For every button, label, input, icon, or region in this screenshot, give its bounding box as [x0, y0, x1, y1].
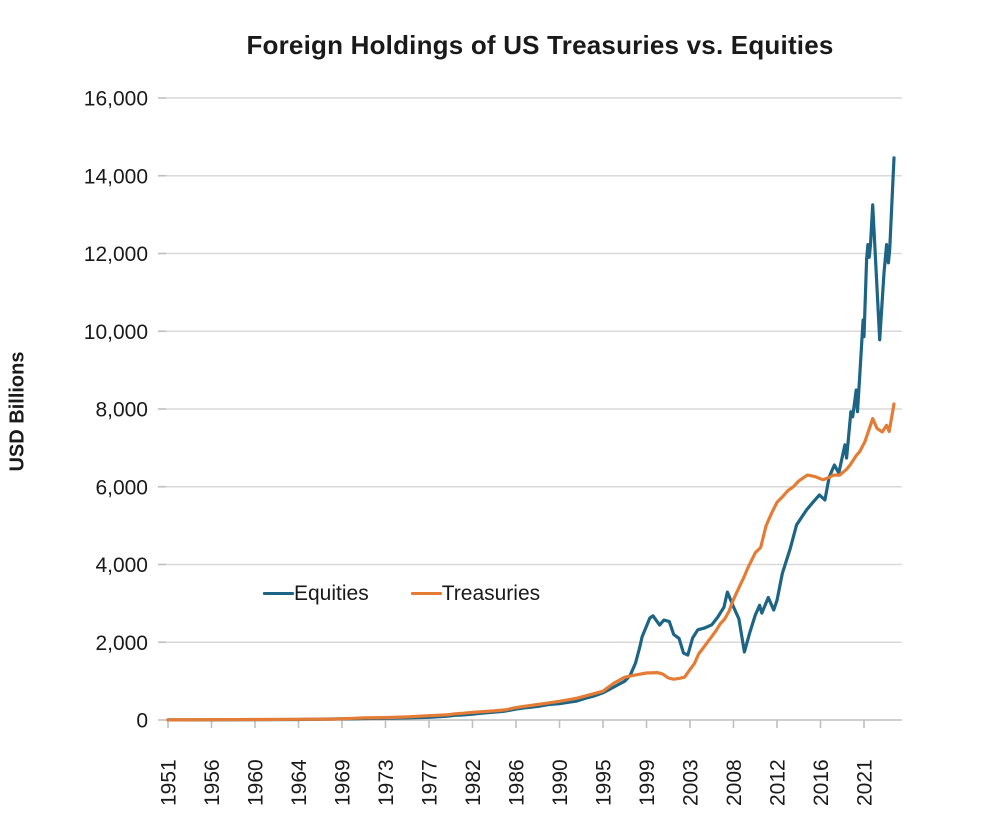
- equities-line-swatch: [263, 591, 294, 596]
- svg-text:2008: 2008: [723, 759, 746, 806]
- svg-text:1977: 1977: [419, 759, 442, 806]
- svg-text:6,000: 6,000: [95, 476, 148, 499]
- series-line-equities: [166, 156, 896, 722]
- svg-text:1956: 1956: [201, 759, 224, 806]
- legend-label-treasuries: Treasuries: [441, 582, 541, 605]
- svg-text:8,000: 8,000: [95, 399, 148, 422]
- x-axis-labels: 1951 1956 1960 1964 1969 1973 1977 1982 1986 1990…: [158, 759, 877, 806]
- svg-text:2016: 2016: [810, 759, 833, 806]
- svg-text:1990: 1990: [549, 759, 572, 806]
- legend-label-equities: Equities: [294, 582, 369, 605]
- y-axis-labels: 0 2,000 4,000 6,000 8,000 10,000 12,000 14,000 1…: [84, 88, 148, 733]
- svg-text:0: 0: [136, 710, 148, 733]
- treasuries-line-swatch: [410, 591, 442, 596]
- svg-text:1964: 1964: [288, 759, 311, 806]
- series-line-treasuries: [166, 402, 896, 722]
- chart-title: Foreign Holdings of US Treasuries vs. Eq…: [246, 30, 834, 60]
- gridlines: [166, 97, 902, 643]
- svg-text:2021: 2021: [854, 759, 877, 806]
- svg-text:10,000: 10,000: [84, 321, 148, 344]
- svg-text:1969: 1969: [332, 759, 355, 806]
- legend-item-treasuries: Treasuries: [410, 582, 541, 605]
- svg-text:1986: 1986: [506, 759, 529, 806]
- svg-text:1973: 1973: [375, 759, 398, 806]
- svg-text:1951: 1951: [158, 759, 181, 806]
- svg-text:1995: 1995: [593, 759, 616, 806]
- svg-text:12,000: 12,000: [84, 243, 148, 266]
- svg-text:1960: 1960: [245, 759, 268, 806]
- chart-legend: Equities Treasuries: [263, 583, 540, 604]
- svg-text:2,000: 2,000: [95, 632, 148, 655]
- svg-text:1982: 1982: [462, 759, 485, 806]
- svg-text:2012: 2012: [767, 759, 790, 806]
- axes: [158, 97, 902, 728]
- svg-text:4,000: 4,000: [95, 554, 148, 577]
- svg-text:2003: 2003: [680, 759, 703, 806]
- svg-text:1999: 1999: [636, 759, 659, 806]
- legend-item-equities: Equities: [263, 583, 369, 604]
- svg-text:14,000: 14,000: [84, 165, 148, 188]
- svg-text:16,000: 16,000: [84, 88, 148, 111]
